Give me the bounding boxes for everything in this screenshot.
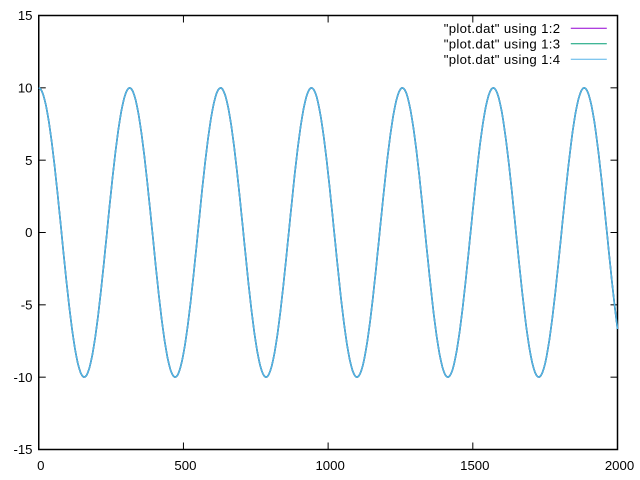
svg-text:0: 0 — [25, 225, 32, 240]
svg-text:-10: -10 — [13, 370, 32, 385]
svg-text:5: 5 — [25, 153, 32, 168]
svg-text:"plot.dat" using 1:4: "plot.dat" using 1:4 — [444, 52, 561, 67]
svg-text:1000: 1000 — [315, 458, 344, 473]
svg-text:0: 0 — [37, 458, 44, 473]
svg-text:15: 15 — [18, 8, 33, 23]
svg-text:-15: -15 — [13, 442, 32, 457]
svg-text:10: 10 — [18, 80, 33, 95]
svg-text:500: 500 — [174, 458, 196, 473]
svg-text:1500: 1500 — [460, 458, 489, 473]
svg-text:"plot.dat" using 1:2: "plot.dat" using 1:2 — [444, 21, 561, 36]
svg-text:-5: -5 — [21, 297, 33, 312]
svg-text:2000: 2000 — [605, 458, 634, 473]
svg-text:"plot.dat" using 1:3: "plot.dat" using 1:3 — [444, 37, 561, 52]
